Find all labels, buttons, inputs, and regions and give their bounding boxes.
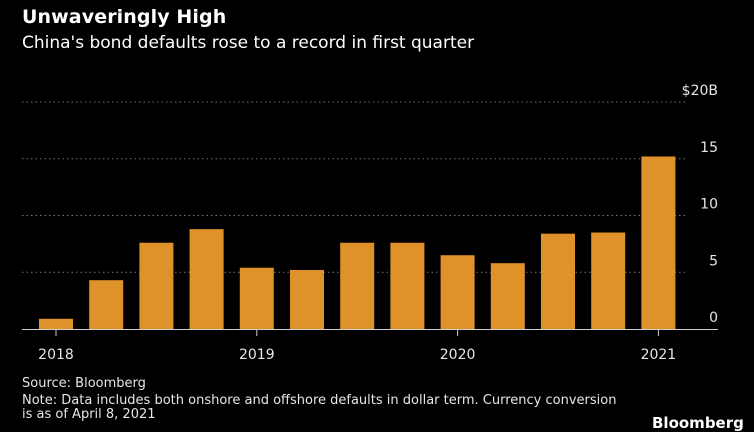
y-tick-label: 0 xyxy=(709,310,718,326)
x-tick-label: 2020 xyxy=(440,347,476,363)
bar-2018-q4 xyxy=(189,229,224,329)
bar-2019-q4 xyxy=(390,242,425,329)
bar-2020-q1 xyxy=(440,255,475,329)
bar-2018-q1 xyxy=(39,318,73,329)
y-tick-label: $20B xyxy=(682,83,718,99)
x-tick-label: 2021 xyxy=(641,347,677,363)
chart-subtitle: China's bond defaults rose to a record i… xyxy=(22,33,475,53)
bar-2018-q2 xyxy=(89,280,124,329)
bar-2019-q1 xyxy=(239,267,274,329)
x-tick-label: 2018 xyxy=(38,347,74,363)
y-tick-label: 15 xyxy=(700,140,718,156)
source-note: Source: Bloomberg xyxy=(22,376,146,391)
bar-2020-q4 xyxy=(591,232,626,329)
footnote: Note: Data includes both onshore and off… xyxy=(22,393,617,422)
bar-2018-q3 xyxy=(139,242,174,329)
bar-2019-q2 xyxy=(290,269,324,329)
axes: 0 5 10 15 $20B 2018 2019 2020 2021 xyxy=(22,83,718,363)
x-tick-label: 2019 xyxy=(239,347,275,363)
brand-logo: Bloomberg xyxy=(652,414,744,432)
y-tick-label: 5 xyxy=(709,253,718,269)
bars xyxy=(39,156,676,329)
y-tick-label: 10 xyxy=(700,197,718,213)
bar-2021-q1 xyxy=(641,156,676,329)
bar-2020-q3 xyxy=(541,233,575,329)
bar-2019-q3 xyxy=(340,242,375,329)
chart-title: Unwaveringly High xyxy=(22,6,227,28)
bar-2020-q2 xyxy=(490,263,525,329)
